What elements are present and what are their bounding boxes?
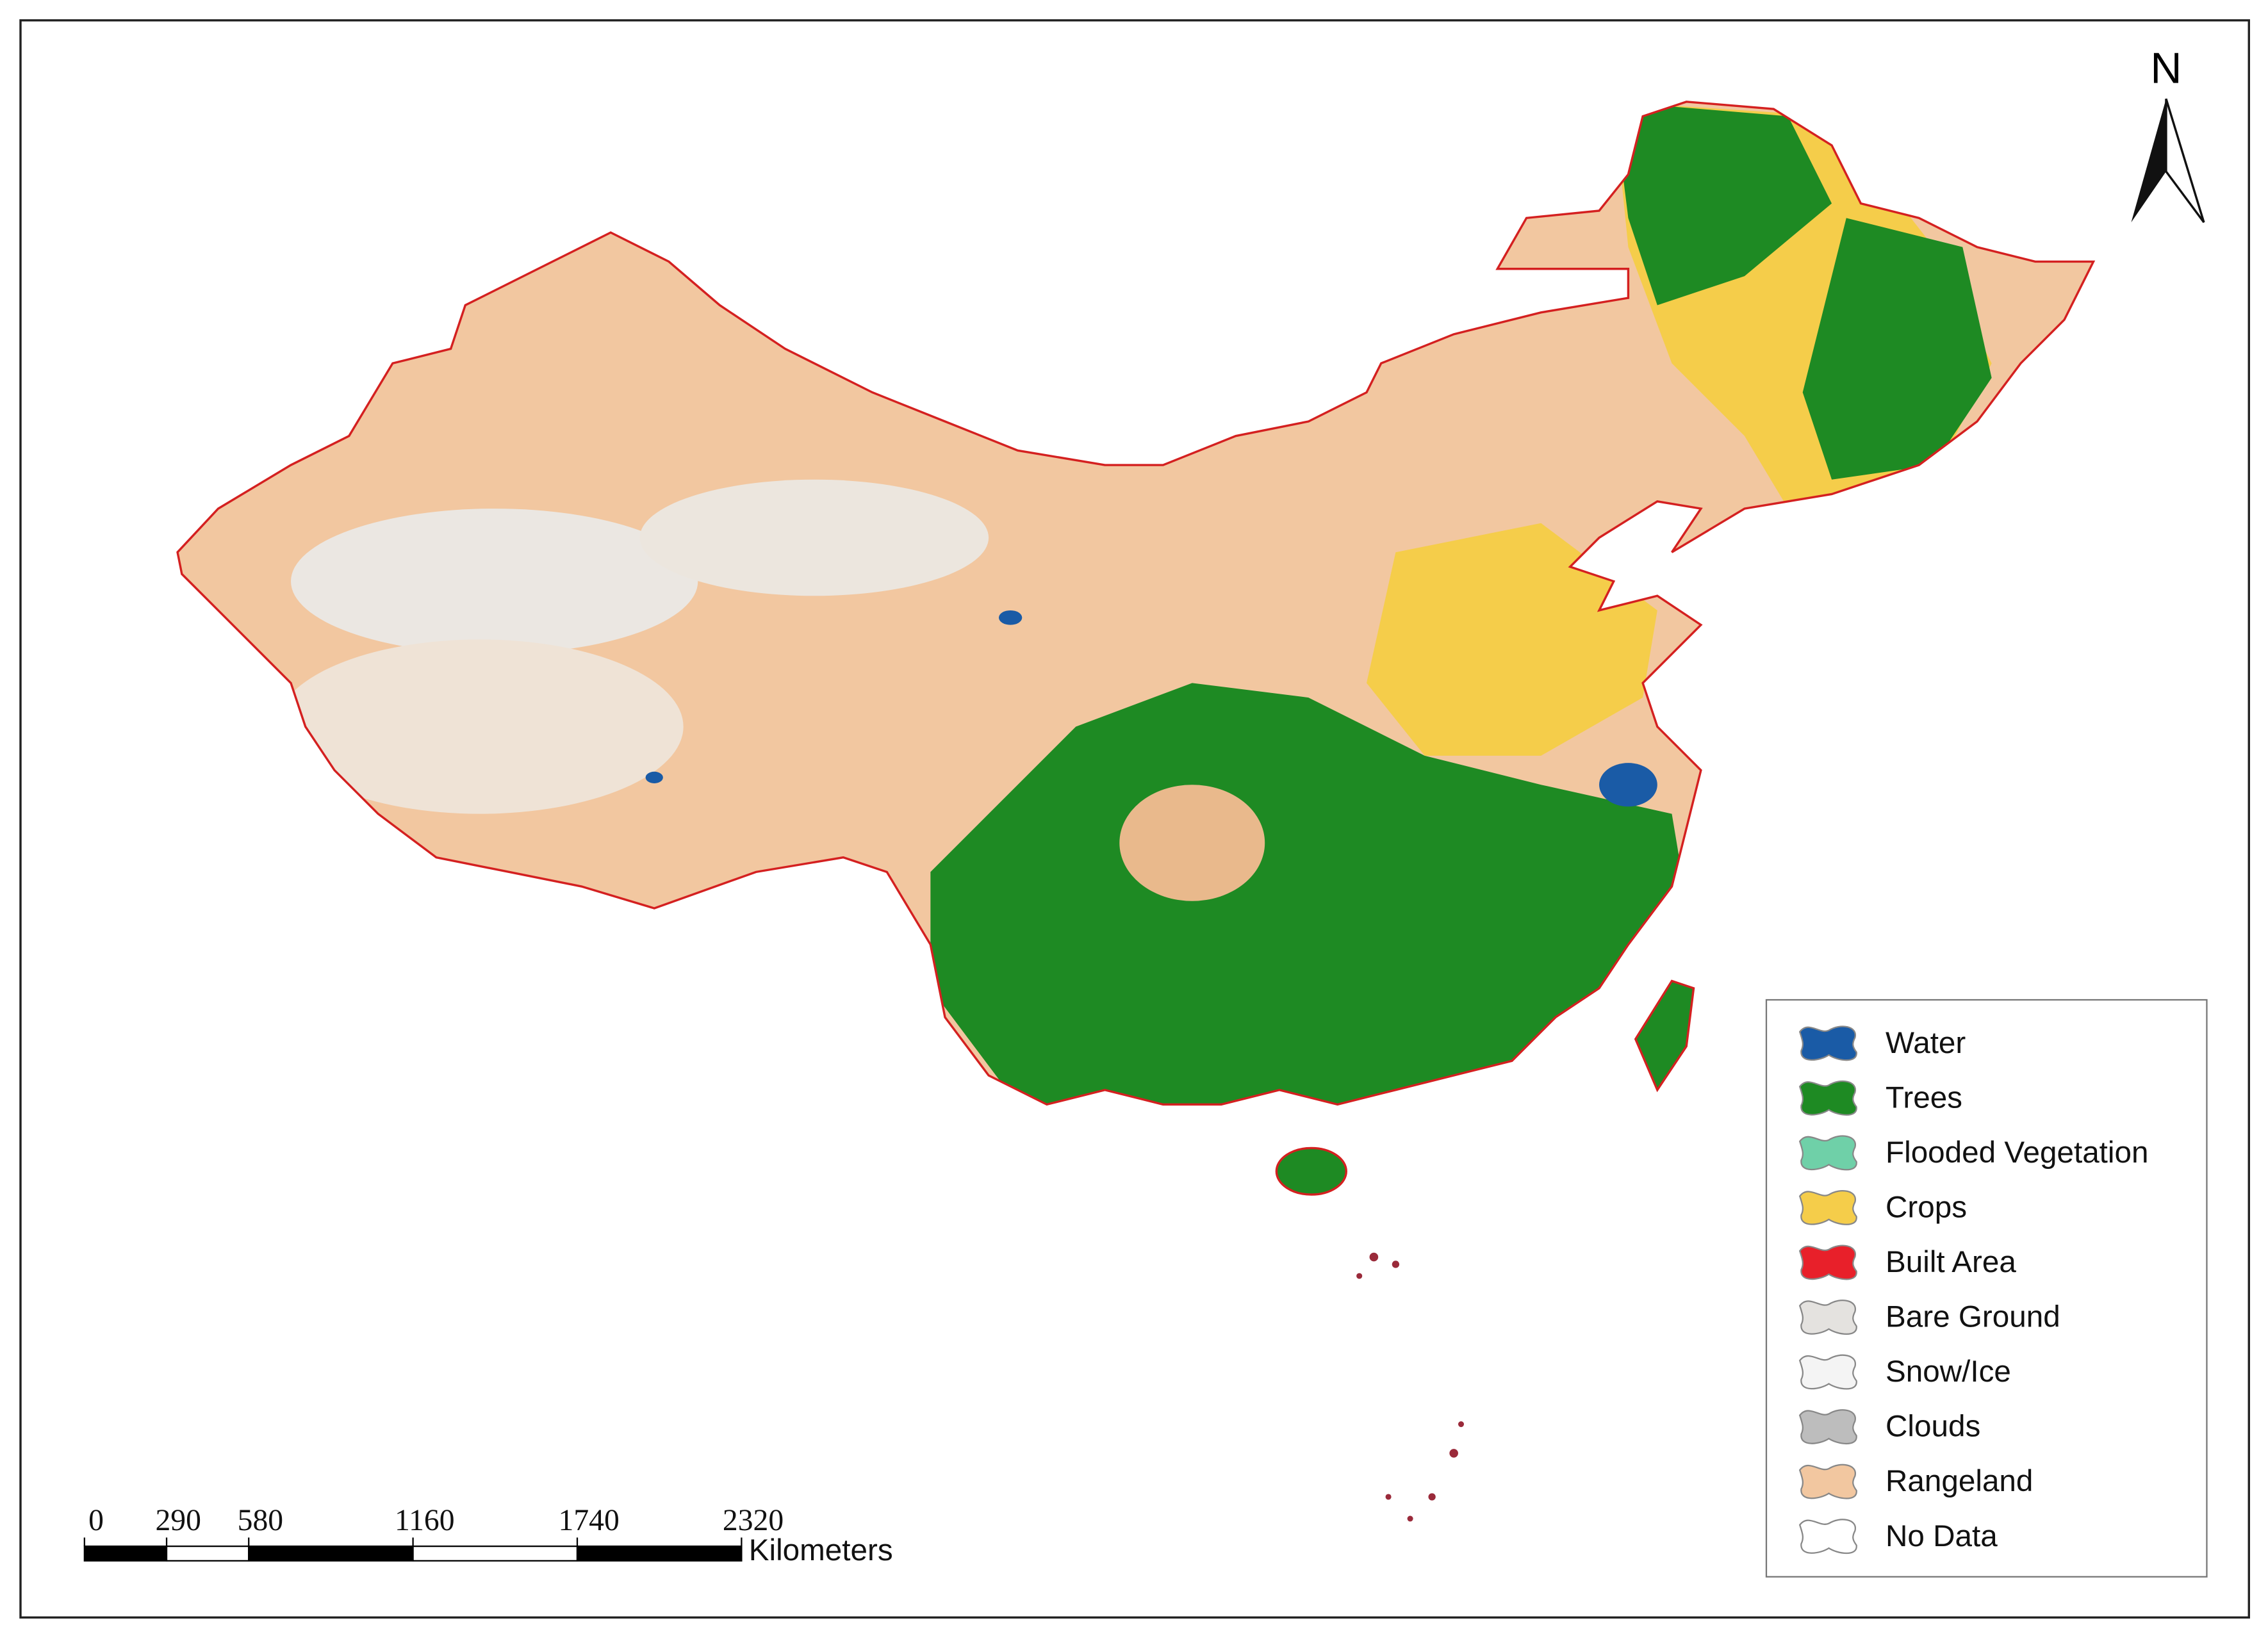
legend-swatch [1798, 1354, 1857, 1390]
legend-swatch [1798, 1025, 1857, 1061]
legend-label: No Data [1886, 1519, 1998, 1553]
legend-swatch [1798, 1244, 1857, 1280]
legend-swatch [1798, 1519, 1857, 1554]
legend-swatch [1798, 1300, 1857, 1335]
scale-segment [83, 1545, 168, 1562]
legend-label: Trees [1886, 1081, 1962, 1114]
north-label: N [2150, 44, 2182, 92]
scale-tick-label: 0 [88, 1504, 104, 1537]
north-arrow: N [2131, 44, 2205, 224]
legend-label: Rangeland [1886, 1464, 2033, 1498]
legend-swatch [1798, 1080, 1857, 1116]
legend-swatch [1798, 1464, 1857, 1499]
scale-tick-label: 2320 [723, 1504, 784, 1537]
scale-segment [576, 1545, 743, 1562]
legend-label: Crops [1886, 1191, 1967, 1225]
legend-label: Built Area [1886, 1245, 2016, 1279]
legend-swatch [1798, 1409, 1857, 1444]
legend-label: Flooded Vegetation [1886, 1136, 2148, 1170]
scale-segment [165, 1545, 250, 1562]
scale-tick-label: 1740 [559, 1504, 620, 1537]
scale-tick-label: 580 [238, 1504, 283, 1537]
legend-swatch [1798, 1190, 1857, 1225]
legend-label: Water [1886, 1026, 1966, 1060]
legend-label: Snow/Ice [1886, 1355, 2011, 1389]
scale-unit: Kilometers [749, 1533, 893, 1567]
legend-label: Clouds [1886, 1410, 1980, 1444]
legend: Water Trees Flooded Vegetation Crops Built A… [1798, 1025, 2148, 1554]
china-land-cover [176, 101, 2095, 1522]
legend-swatch [1798, 1135, 1857, 1171]
scale-segment [248, 1545, 414, 1562]
scale-tick-label: 1160 [395, 1504, 454, 1537]
scale-segment [412, 1545, 579, 1562]
legend-label: Bare Ground [1886, 1300, 2060, 1334]
scale-tick-label: 290 [155, 1504, 201, 1537]
